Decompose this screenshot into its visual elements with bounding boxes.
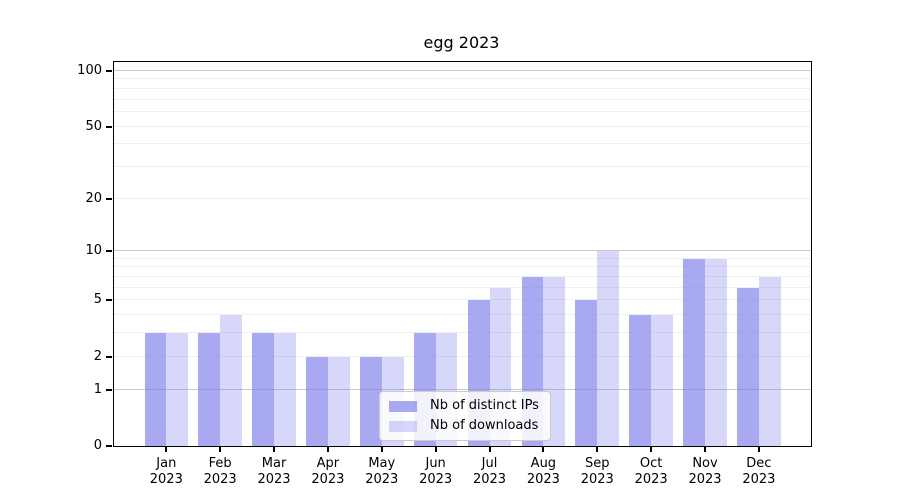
x-tick-mark [596, 447, 599, 452]
x-tick-mark [273, 447, 276, 452]
x-tick-mark [165, 447, 168, 452]
gridline-minor [114, 257, 811, 259]
gridline-minor [114, 87, 811, 89]
x-tick-label: Jun 2023 [419, 456, 453, 487]
gridline-minor [114, 299, 811, 301]
x-tick-label: Apr 2023 [311, 456, 345, 487]
gridline-minor [114, 355, 811, 357]
x-tick-mark [326, 447, 329, 452]
x-tick-mark [757, 447, 760, 452]
bar-distinct-ips-jan [144, 333, 167, 446]
y-tick-label: 100 [77, 63, 102, 78]
gridline-minor [114, 266, 811, 268]
bar-distinct-ips-sep [575, 300, 598, 446]
bar-downloads-sep [597, 251, 620, 446]
y-tick-mark [106, 125, 112, 128]
y-tick-label: 0 [93, 438, 102, 453]
y-tick-label: 50 [85, 118, 102, 134]
x-tick-label: Nov 2023 [688, 456, 722, 487]
bar-distinct-ips-feb [198, 333, 221, 446]
x-tick-label: Sep 2023 [580, 456, 614, 487]
x-tick-label: Mar 2023 [257, 456, 291, 487]
legend-item-downloads: Nb of downloads [389, 418, 539, 434]
gridline-minor [114, 125, 811, 127]
y-tick-label: 5 [93, 292, 102, 308]
x-tick-label: Jan 2023 [149, 456, 183, 487]
y-tick-label: 10 [85, 243, 102, 259]
bar-downloads-feb [220, 315, 242, 446]
x-tick-label: Feb 2023 [203, 456, 237, 487]
x-tick-mark [542, 447, 545, 452]
x-tick-mark [434, 447, 437, 452]
plot-area: 0 1 2 5 10 20 50 100 Jan 2023 Feb 2023 Mar 2023 Ap… [77, 61, 812, 487]
gridline-minor [114, 276, 811, 278]
gridline-minor [114, 98, 811, 100]
y-tick-mark [106, 250, 112, 253]
x-tick-mark [219, 447, 222, 452]
gridline-major [114, 70, 811, 71]
bar-distinct-ips-oct [629, 315, 652, 446]
x-tick-mark [488, 447, 491, 452]
gridline-minor [114, 165, 811, 167]
gridline-minor [114, 314, 811, 316]
y-tick-mark [106, 355, 112, 358]
bar-distinct-ips-apr [306, 356, 328, 446]
bar-downloads-oct [651, 315, 673, 446]
bar-distinct-ips-dec [737, 287, 759, 446]
y-tick-label: 1 [93, 381, 102, 397]
bar-downloads-dec [758, 277, 781, 446]
bar-downloads-apr [327, 356, 350, 446]
gridline-minor [114, 110, 811, 112]
chart-title: egg 2023 [423, 33, 500, 52]
legend: Nb of distinct IPs Nb of downloads [379, 391, 551, 441]
x-tick-label: Aug 2023 [526, 456, 560, 487]
y-tick-mark [106, 197, 112, 200]
bar-downloads-nov [705, 258, 727, 446]
x-tick-label: Jul 2023 [472, 456, 507, 487]
x-tick-mark [704, 447, 706, 452]
gridline-minor [114, 143, 811, 145]
y-tick-mark [106, 299, 112, 302]
gridline-minor [114, 286, 811, 288]
y-tick-label: 2 [93, 348, 102, 364]
bar-distinct-ips-may [359, 356, 382, 446]
y-tick-mark [106, 445, 112, 447]
legend-label-downloads: Nb of downloads [430, 418, 539, 433]
gridline-major [114, 250, 811, 252]
legend-item-distinct-ips: Nb of distinct IPs [389, 398, 539, 414]
x-tick-label: Dec 2023 [742, 456, 776, 487]
legend-swatch-downloads [389, 420, 417, 432]
bar-downloads-jan [166, 333, 189, 446]
y-tick-label: 20 [85, 190, 102, 206]
x-tick-label: May 2023 [365, 456, 399, 487]
bar-distinct-ips-mar [252, 333, 275, 446]
y-tick-mark [106, 69, 112, 72]
gridline-minor [114, 332, 811, 334]
legend-label-distinct-ips: Nb of distinct IPs [430, 398, 539, 413]
x-tick-mark [380, 447, 383, 452]
gridline-minor [114, 197, 811, 199]
x-tick-mark [650, 447, 653, 452]
bar-distinct-ips-nov [683, 258, 705, 446]
gridline-minor [114, 78, 811, 80]
legend-swatch-distinct-ips [389, 400, 417, 412]
bar-downloads-mar [274, 333, 296, 446]
gridline-major [114, 388, 811, 390]
y-tick-mark [106, 388, 112, 391]
x-tick-label: Oct 2023 [634, 456, 668, 487]
